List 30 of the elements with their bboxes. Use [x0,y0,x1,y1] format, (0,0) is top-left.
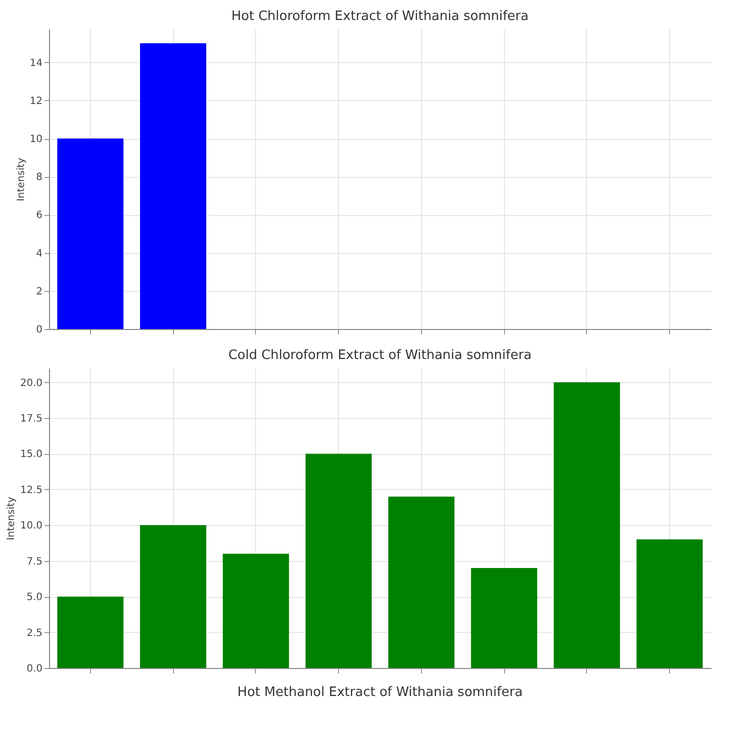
y-tick-label: 10.0 [20,520,42,532]
y-tick-label: 0 [36,324,42,336]
y-tick-label: 2.5 [26,628,42,639]
y-tick-label: 12 [30,96,42,107]
bar [471,568,538,668]
y-tick-label: 12.5 [20,484,42,496]
bar [306,454,372,668]
y-tick-label: 14 [30,58,42,69]
text: Hot Methanol Extract of Withania somnifera [237,685,523,700]
bar [636,539,703,668]
bar [140,525,206,668]
y-tick-label: 10 [30,134,42,146]
y-tick-label: 20.0 [20,378,42,389]
bar [57,596,124,668]
y-axis-title: Intensity [6,496,18,540]
y-tick-label: 15.0 [20,449,42,460]
chart-title: Cold Chloroform Extract of Withania somnifera [228,348,532,363]
bar [388,496,454,668]
bar [222,554,289,668]
y-tick-label: 8 [36,172,42,184]
y-tick-label: 4 [36,248,42,260]
y-tick-label: 2 [36,286,42,298]
bar [554,382,620,668]
chart-title: Hot Chloroform Extract of Withania somnifera [231,9,529,24]
y-tick-label: 17.5 [20,414,42,424]
y-tick-label: 7.5 [26,556,42,568]
y-axis-title: Intensity [16,158,27,202]
y-tick-label: 6 [36,210,42,222]
y-tick-label: 5.0 [26,592,42,604]
y-tick-label: 0.0 [26,664,42,674]
